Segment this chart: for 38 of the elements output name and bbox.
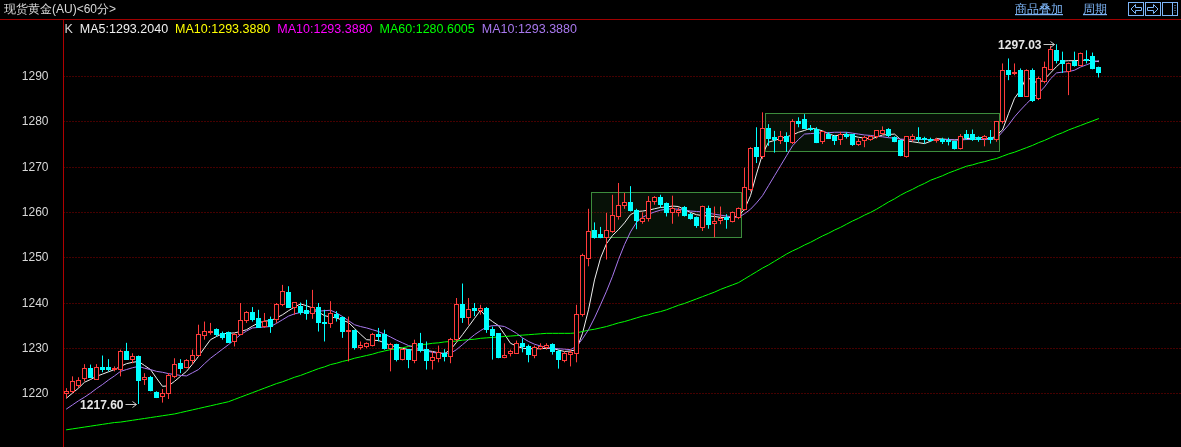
legend-label: MA10:1293.3880	[277, 22, 373, 36]
y-tick-label: 1230	[21, 340, 49, 355]
y-tick-label: 1220	[21, 386, 49, 401]
candlestick	[790, 118, 795, 145]
text: MA10:1293.3880	[481, 22, 578, 36]
candlestick	[700, 205, 705, 232]
candlestick	[706, 205, 711, 230]
legend-label: MA10:1293.3880	[175, 22, 271, 36]
candlestick	[388, 342, 393, 372]
text: MA5:1293.2040	[79, 22, 169, 36]
candlestick	[466, 297, 471, 326]
annotation: 1297.03	[998, 37, 1042, 52]
candlestick	[1006, 57, 1011, 81]
chart-title: 现货黄金(AU)<60分>	[4, 2, 117, 16]
candlestick	[1066, 62, 1071, 96]
candlestick	[346, 316, 351, 362]
candlestick	[286, 285, 291, 309]
annotation: 1217.60	[80, 397, 124, 412]
candlestick	[712, 206, 717, 238]
y-tick-label: 1290	[21, 69, 49, 84]
legend-title: K	[64, 22, 74, 36]
text: 商品叠加	[1015, 2, 1063, 16]
candlestick	[310, 289, 315, 320]
text: 周期	[1083, 2, 1107, 16]
y-tick-label: 1250	[21, 250, 49, 265]
y-tick-label: 1270	[21, 159, 49, 174]
candlestick	[784, 131, 789, 153]
candlestick	[406, 348, 411, 369]
candlestick	[412, 339, 417, 364]
y-tick-label: 1260	[21, 204, 49, 219]
candlestick	[328, 300, 333, 329]
y-tick-label: 1280	[21, 114, 49, 129]
text: MA60:1280.6005	[379, 22, 475, 36]
line-series	[66, 118, 1099, 431]
candlestick	[136, 355, 141, 405]
candlestick	[460, 283, 465, 324]
y-tick-label: 1240	[21, 295, 49, 310]
candlestick	[754, 126, 759, 164]
